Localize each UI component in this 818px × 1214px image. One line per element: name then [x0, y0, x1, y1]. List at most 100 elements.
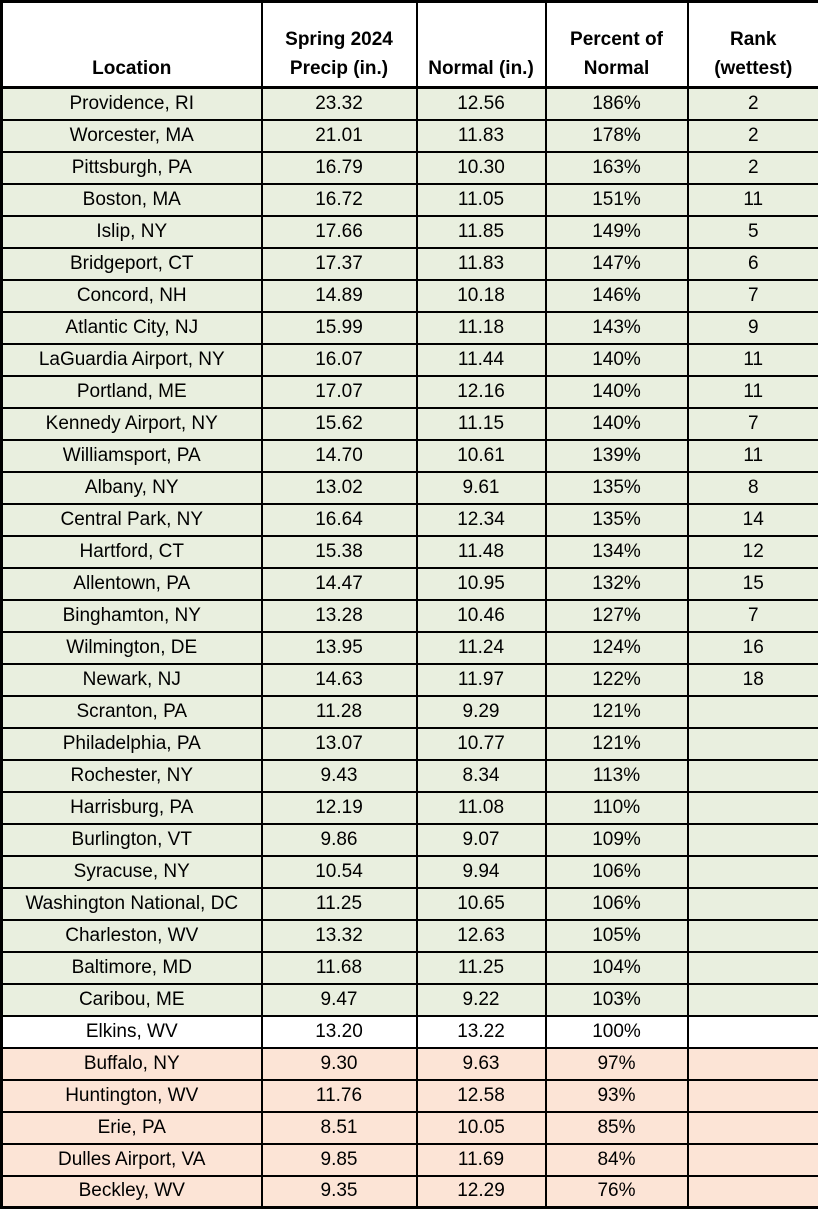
cell-percent: 109% — [544, 822, 689, 857]
cell-normal: 11.24 — [415, 630, 547, 665]
cell-percent: 139% — [544, 438, 689, 473]
cell-percent: 121% — [544, 726, 689, 761]
cell-rank: 5 — [686, 214, 818, 249]
cell-precip: 14.47 — [260, 566, 418, 601]
cell-location: Harrisburg, PA — [0, 790, 263, 825]
cell-precip: 16.72 — [260, 182, 418, 217]
cell-rank — [686, 1142, 818, 1177]
cell-location: Buffalo, NY — [0, 1046, 263, 1081]
cell-normal: 11.85 — [415, 214, 547, 249]
cell-precip: 14.89 — [260, 278, 418, 313]
cell-percent: 76% — [544, 1174, 689, 1209]
col-header-normal: Normal (in.) — [415, 0, 547, 89]
table-row: Kennedy Airport, NY 15.62 11.15 140% 7 — [0, 406, 818, 441]
cell-rank: 11 — [686, 438, 818, 473]
cell-location: Williamsport, PA — [0, 438, 263, 473]
col-header-line: Rank — [730, 29, 777, 50]
cell-normal: 11.97 — [415, 662, 547, 697]
table-row: LaGuardia Airport, NY 16.07 11.44 140% 11 — [0, 342, 818, 377]
col-header-line: (wettest) — [714, 58, 793, 79]
cell-precip: 15.99 — [260, 310, 418, 345]
cell-location: Baltimore, MD — [0, 950, 263, 985]
cell-location: Washington National, DC — [0, 886, 263, 921]
cell-percent: 147% — [544, 246, 689, 281]
cell-precip: 17.37 — [260, 246, 418, 281]
cell-location: Syracuse, NY — [0, 854, 263, 889]
cell-precip: 11.76 — [260, 1078, 418, 1113]
cell-rank: 6 — [686, 246, 818, 281]
table-row: Syracuse, NY 10.54 9.94 106% — [0, 854, 818, 889]
cell-location: Caribou, ME — [0, 982, 263, 1017]
table-row: Elkins, WV 13.20 13.22 100% — [0, 1014, 818, 1049]
cell-location: Wilmington, DE — [0, 630, 263, 665]
cell-normal: 12.16 — [415, 374, 547, 409]
cell-rank: 7 — [686, 598, 818, 633]
cell-location: Concord, NH — [0, 278, 263, 313]
cell-percent: 151% — [544, 182, 689, 217]
cell-percent: 135% — [544, 502, 689, 537]
table-row: Central Park, NY 16.64 12.34 135% 14 — [0, 502, 818, 537]
cell-precip: 16.07 — [260, 342, 418, 377]
cell-rank: 2 — [686, 86, 818, 121]
table-row: Baltimore, MD 11.68 11.25 104% — [0, 950, 818, 985]
cell-percent: 122% — [544, 662, 689, 697]
cell-location: Elkins, WV — [0, 1014, 263, 1049]
table-row: Charleston, WV 13.32 12.63 105% — [0, 918, 818, 953]
cell-precip: 9.85 — [260, 1142, 418, 1177]
table-row: Pittsburgh, PA 16.79 10.30 163% 2 — [0, 150, 818, 185]
table-row: Dulles Airport, VA 9.85 11.69 84% — [0, 1142, 818, 1177]
cell-precip: 13.07 — [260, 726, 418, 761]
cell-rank — [686, 758, 818, 793]
cell-percent: 127% — [544, 598, 689, 633]
cell-rank: 2 — [686, 118, 818, 153]
cell-rank: 15 — [686, 566, 818, 601]
cell-rank — [686, 694, 818, 729]
cell-normal: 12.63 — [415, 918, 547, 953]
cell-location: Beckley, WV — [0, 1174, 263, 1209]
col-header-line: Percent of — [570, 29, 663, 50]
cell-precip: 11.25 — [260, 886, 418, 921]
table-row: Huntington, WV 11.76 12.58 93% — [0, 1078, 818, 1113]
cell-location: Pittsburgh, PA — [0, 150, 263, 185]
cell-rank — [686, 950, 818, 985]
cell-location: Erie, PA — [0, 1110, 263, 1145]
cell-rank: 2 — [686, 150, 818, 185]
cell-percent: 132% — [544, 566, 689, 601]
cell-precip: 14.63 — [260, 662, 418, 697]
table-row: Albany, NY 13.02 9.61 135% 8 — [0, 470, 818, 505]
cell-rank — [686, 854, 818, 889]
table-row: Hartford, CT 15.38 11.48 134% 12 — [0, 534, 818, 569]
cell-percent: 113% — [544, 758, 689, 793]
cell-percent: 146% — [544, 278, 689, 313]
cell-rank — [686, 1174, 818, 1209]
cell-location: Worcester, MA — [0, 118, 263, 153]
cell-normal: 12.56 — [415, 86, 547, 121]
table-row: Concord, NH 14.89 10.18 146% 7 — [0, 278, 818, 313]
col-header-precip: Spring 2024 Precip (in.) — [260, 0, 418, 89]
cell-percent: 124% — [544, 630, 689, 665]
cell-percent: 140% — [544, 342, 689, 377]
cell-rank: 12 — [686, 534, 818, 569]
cell-rank: 11 — [686, 182, 818, 217]
cell-percent: 143% — [544, 310, 689, 345]
cell-normal: 11.05 — [415, 182, 547, 217]
table-row: Beckley, WV 9.35 12.29 76% — [0, 1174, 818, 1209]
cell-percent: 140% — [544, 374, 689, 409]
cell-normal: 8.34 — [415, 758, 547, 793]
cell-rank: 14 — [686, 502, 818, 537]
cell-normal: 10.18 — [415, 278, 547, 313]
table-row: Williamsport, PA 14.70 10.61 139% 11 — [0, 438, 818, 473]
cell-precip: 17.66 — [260, 214, 418, 249]
cell-percent: 85% — [544, 1110, 689, 1145]
cell-rank — [686, 982, 818, 1017]
cell-percent: 134% — [544, 534, 689, 569]
table-row: Philadelphia, PA 13.07 10.77 121% — [0, 726, 818, 761]
cell-rank — [686, 1046, 818, 1081]
cell-rank — [686, 1078, 818, 1113]
cell-location: Atlantic City, NJ — [0, 310, 263, 345]
table-row: Harrisburg, PA 12.19 11.08 110% — [0, 790, 818, 825]
cell-percent: 110% — [544, 790, 689, 825]
col-header-line: Precip (in.) — [289, 58, 389, 79]
cell-precip: 21.01 — [260, 118, 418, 153]
